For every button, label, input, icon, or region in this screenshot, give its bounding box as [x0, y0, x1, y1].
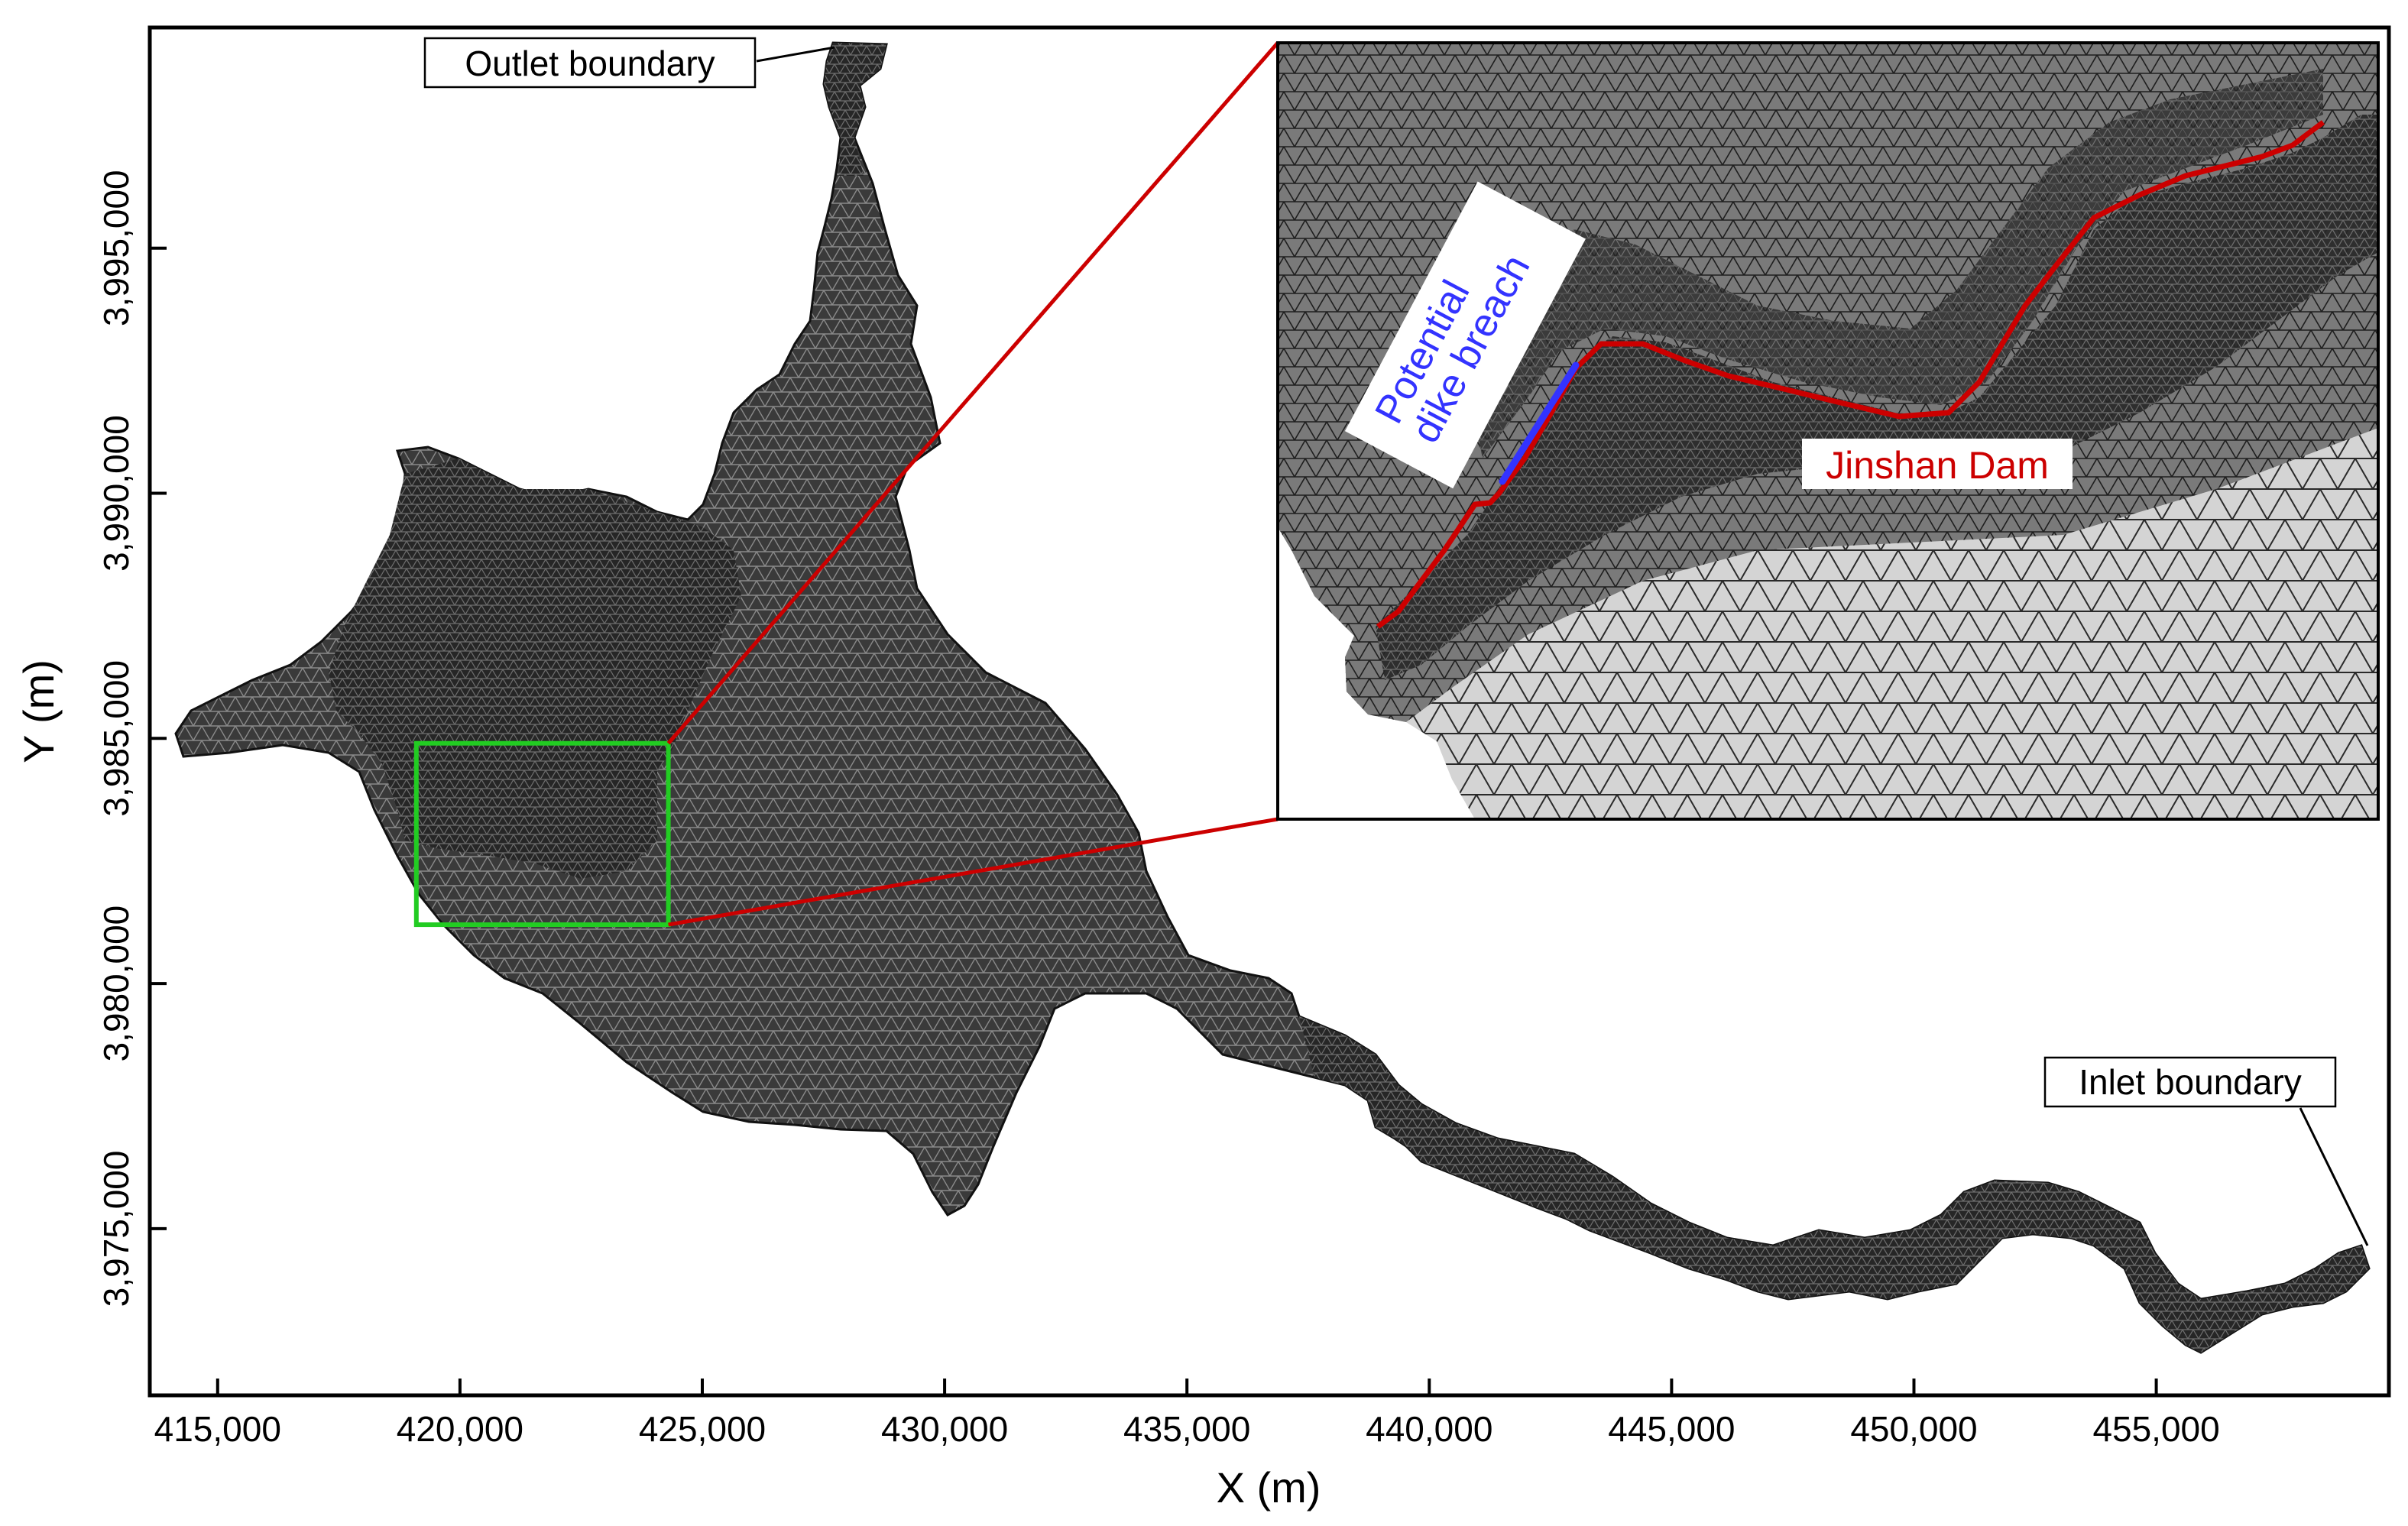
x-tick-label: 420,000: [397, 1409, 523, 1449]
outlet-label: Outlet boundary: [465, 44, 715, 83]
x-tick-label: 445,000: [1608, 1409, 1735, 1449]
inset-frame: [1276, 41, 2380, 821]
x-tick-labels: 415,000 420,000 425,000 430,000 435,000 440,0…: [154, 1409, 2220, 1449]
dam-label: Jinshan Dam: [1826, 444, 2049, 487]
x-tick-label: 430,000: [881, 1409, 1008, 1449]
y-axis-title: Y (m): [15, 659, 63, 763]
x-tick-label: 450,000: [1850, 1409, 1977, 1449]
axis-ticks: [150, 246, 2158, 1395]
plot-frame: [147, 25, 2391, 1398]
inset-dense-band-upper: [1452, 69, 2323, 458]
y-tick-label: 3,995,000: [96, 170, 136, 326]
jinshan-dam-line: [1376, 120, 2325, 629]
inset-dense-mesh: [1376, 115, 2378, 680]
outlet-callout: Outlet boundary: [423, 37, 835, 89]
y-tick-label: 3,980,000: [96, 906, 136, 1062]
mesh-domain: [174, 41, 2371, 1354]
x-axis-title: X (m): [1217, 1463, 1321, 1511]
inlet-callout: Inlet boundary: [2043, 1056, 2369, 1246]
inlet-label: Inlet boundary: [2079, 1062, 2302, 1102]
y-tick-label: 3,990,000: [96, 415, 136, 572]
dense-mesh-zone: [329, 458, 741, 879]
river-channel-dense: [1299, 1016, 2369, 1353]
zoom-connector-top: [666, 41, 1279, 745]
dike-breach-line: [1499, 361, 1580, 485]
zoom-box: [413, 740, 671, 928]
x-tick-label: 415,000: [154, 1409, 281, 1449]
y-tick-label: 3,975,000: [96, 1151, 136, 1307]
outlet-channel-dense: [824, 43, 886, 176]
breach-label-box: [1344, 181, 1586, 489]
x-tick-label: 435,000: [1123, 1409, 1250, 1449]
inlet-leader-line: [2299, 1107, 2369, 1246]
zoom-connector-bottom: [668, 817, 1279, 927]
dam-label-box: [1802, 439, 2073, 489]
y-tick-label: 3,985,000: [96, 660, 136, 817]
outlet-leader-line: [756, 46, 835, 63]
outlet-label-box: [423, 37, 757, 89]
x-tick-label: 455,000: [2092, 1409, 2219, 1449]
inset-panel: Potential dike breach Jinshan Dam: [1276, 41, 2380, 821]
inlet-label-box: [2043, 1056, 2337, 1108]
x-tick-label: 440,000: [1366, 1409, 1492, 1449]
y-tick-labels: 3,975,000 3,980,000 3,985,000 3,990,000 3,99…: [96, 170, 136, 1307]
x-tick-label: 425,000: [639, 1409, 766, 1449]
